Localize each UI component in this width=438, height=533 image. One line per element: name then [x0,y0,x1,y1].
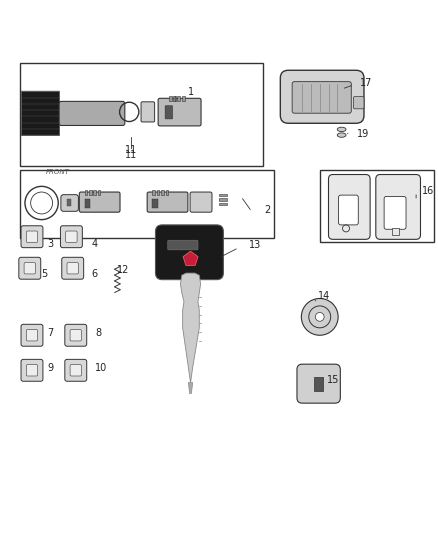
Bar [173,96,176,101]
Bar [166,190,168,195]
FancyBboxPatch shape [70,365,81,376]
FancyBboxPatch shape [60,226,82,248]
Bar [219,198,227,201]
Bar [161,190,164,195]
FancyBboxPatch shape [147,192,188,212]
FancyBboxPatch shape [19,257,41,279]
FancyBboxPatch shape [280,70,364,123]
Bar [85,199,90,208]
FancyBboxPatch shape [21,359,43,381]
Bar [219,203,227,205]
Bar [177,96,180,101]
Bar [392,229,399,235]
Text: 2: 2 [264,205,270,215]
Text: 8: 8 [95,328,102,338]
Text: 16: 16 [422,185,434,196]
FancyBboxPatch shape [165,106,173,119]
FancyBboxPatch shape [21,226,43,248]
Bar [157,190,159,195]
FancyBboxPatch shape [79,192,120,212]
Text: 10: 10 [95,363,107,373]
Text: 1: 1 [187,87,194,97]
Bar [152,199,158,208]
Bar [93,190,96,195]
Circle shape [301,298,338,335]
Bar [169,96,172,101]
Ellipse shape [337,127,346,132]
Circle shape [315,312,324,321]
FancyBboxPatch shape [384,197,406,229]
Bar [182,96,185,101]
Text: 12: 12 [117,265,130,275]
FancyBboxPatch shape [297,364,340,403]
FancyBboxPatch shape [158,98,201,126]
FancyBboxPatch shape [61,195,78,211]
Text: 6: 6 [91,269,97,279]
FancyBboxPatch shape [26,231,38,243]
FancyBboxPatch shape [65,324,87,346]
FancyBboxPatch shape [353,96,364,109]
Text: 17: 17 [360,78,372,88]
FancyBboxPatch shape [66,231,77,243]
FancyBboxPatch shape [65,359,87,381]
FancyBboxPatch shape [376,174,420,239]
FancyBboxPatch shape [67,263,78,274]
FancyBboxPatch shape [155,225,223,280]
Bar [67,199,71,206]
FancyBboxPatch shape [62,257,84,279]
Text: 15: 15 [327,375,339,384]
Text: 13: 13 [249,240,261,251]
FancyBboxPatch shape [141,102,155,122]
FancyBboxPatch shape [190,192,212,212]
Ellipse shape [337,133,346,138]
FancyBboxPatch shape [292,82,351,113]
FancyBboxPatch shape [339,195,358,225]
Text: 9: 9 [47,363,53,373]
Bar [89,190,92,195]
Text: FRONT: FRONT [46,169,70,175]
Text: 4: 4 [91,239,97,249]
Polygon shape [180,273,201,383]
Polygon shape [183,251,198,265]
Text: 3: 3 [47,239,53,249]
FancyBboxPatch shape [24,263,35,274]
Bar [85,190,87,195]
FancyBboxPatch shape [168,240,198,250]
Bar [219,194,227,197]
Text: 11: 11 [125,150,138,160]
Bar [314,377,323,391]
Polygon shape [188,383,193,393]
Text: 5: 5 [42,269,48,279]
Polygon shape [21,91,59,135]
FancyBboxPatch shape [21,324,43,346]
Text: 19: 19 [357,129,370,139]
FancyBboxPatch shape [26,365,38,376]
FancyBboxPatch shape [328,174,370,239]
Bar [152,190,155,195]
FancyBboxPatch shape [59,101,125,125]
FancyBboxPatch shape [26,329,38,341]
Bar [98,190,100,195]
FancyBboxPatch shape [70,329,81,341]
Text: 11: 11 [125,144,138,155]
Text: 14: 14 [318,291,330,301]
Text: 7: 7 [47,328,53,338]
